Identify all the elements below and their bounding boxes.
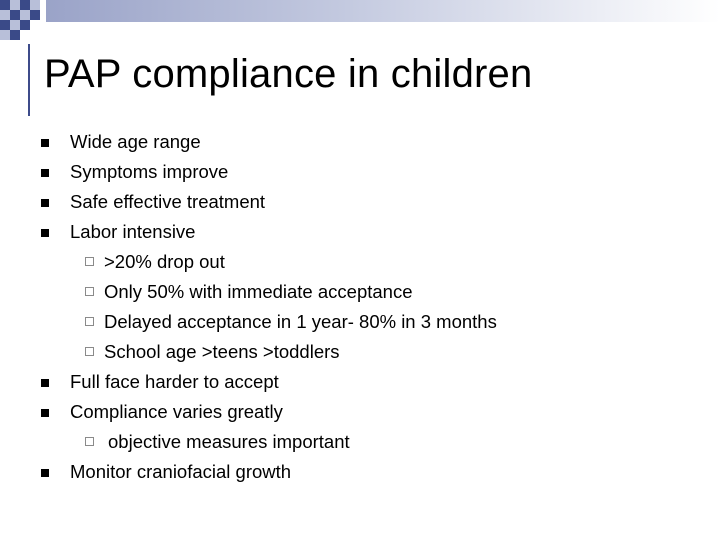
square-bullet-icon: [41, 469, 49, 477]
sub-bullet-item: Only 50% with immediate acceptance: [0, 280, 720, 310]
bullet-text: Monitor craniofacial growth: [70, 461, 292, 482]
sub-bullet-text: Only 50% with immediate acceptance: [104, 281, 413, 302]
hollow-square-bullet-icon: [85, 347, 94, 356]
square-bullet-icon: [41, 199, 49, 207]
bullet-item: Compliance varies greatly: [0, 400, 720, 430]
bullet-item: Safe effective treatment: [0, 190, 720, 220]
bullet-text: Wide age range: [70, 131, 201, 152]
bullet-text: Labor intensive: [70, 221, 196, 242]
square-bullet-icon: [41, 379, 49, 387]
sub-bullet-text: >20% drop out: [104, 251, 225, 272]
bullet-item: Monitor craniofacial growth: [0, 460, 720, 490]
sub-bullet-item: Delayed acceptance in 1 year- 80% in 3 m…: [0, 310, 720, 340]
square-bullet-icon: [41, 139, 49, 147]
hollow-square-bullet-icon: [85, 317, 94, 326]
bullet-item: Full face harder to accept: [0, 370, 720, 400]
hollow-square-bullet-icon: [85, 437, 94, 446]
square-bullet-icon: [41, 169, 49, 177]
sub-bullet-text: School age >teens >toddlers: [104, 341, 340, 362]
hollow-square-bullet-icon: [85, 257, 94, 266]
square-bullet-icon: [41, 409, 49, 417]
hollow-square-bullet-icon: [85, 287, 94, 296]
sub-bullet-item: School age >teens >toddlers: [0, 340, 720, 370]
bullet-text: Symptoms improve: [70, 161, 229, 182]
bullet-text: Full face harder to accept: [70, 371, 279, 392]
bullet-item: Labor intensive: [0, 220, 720, 250]
sub-bullet-item: objective measures important: [0, 430, 720, 460]
sub-bullet-text: Delayed acceptance in 1 year- 80% in 3 m…: [104, 311, 497, 332]
sub-bullet-item: >20% drop out: [0, 250, 720, 280]
bullet-text: Safe effective treatment: [70, 191, 266, 212]
bullet-item: Wide age range: [0, 130, 720, 160]
title-accent-rule: [28, 44, 30, 116]
slide-title: PAP compliance in children: [44, 52, 533, 96]
checkered-corner-decoration: [0, 0, 720, 40]
bullet-item: Symptoms improve: [0, 160, 720, 190]
sub-bullet-text: objective measures important: [108, 431, 350, 452]
bullet-list: Wide age range Symptoms improve Safe eff…: [0, 130, 720, 490]
bullet-text: Compliance varies greatly: [70, 401, 283, 422]
square-bullet-icon: [41, 229, 49, 237]
